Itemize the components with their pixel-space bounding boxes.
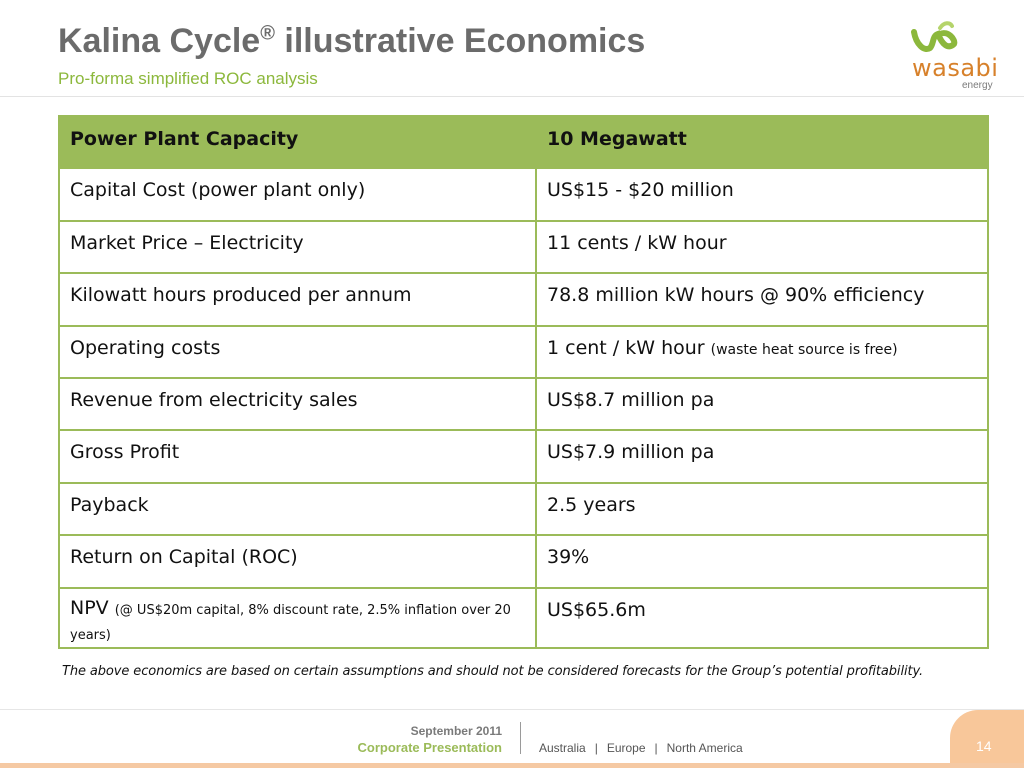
region-separator: | — [594, 741, 598, 755]
footer-vertical-divider — [520, 722, 521, 754]
row-label: NPV — [70, 596, 109, 619]
region-europe: Europe — [606, 741, 646, 755]
row-label: Gross Profit — [58, 429, 537, 484]
row-label: Capital Cost (power plant only) — [58, 167, 537, 222]
disclaimer-text: The above economics are based on certain… — [62, 664, 924, 679]
footer-divider — [0, 709, 1024, 710]
row-value: US$7.9 million pa — [535, 429, 989, 484]
footer-presentation-label: Corporate Presentation — [357, 740, 502, 755]
row-value: 39% — [535, 534, 989, 589]
row-value: US$15 - $20 million — [535, 167, 989, 222]
row-label: Operating costs — [58, 324, 537, 379]
table-row: Return on Capital (ROC) 39% — [58, 534, 989, 589]
table-row: Revenue from electricity sales US$8.7 mi… — [58, 376, 989, 432]
row-value: 2.5 years — [535, 481, 989, 537]
header-divider — [0, 96, 1024, 97]
table-row: Operating costs 1 cent / kW hour (waste … — [58, 324, 989, 379]
slide-title-main: Kalina Cycle — [58, 22, 261, 60]
region-separator: | — [654, 741, 658, 755]
row-value-note: (waste heat source is free) — [710, 341, 898, 358]
table-row: Gross Profit US$7.9 million pa — [58, 429, 989, 484]
region-australia: Australia — [539, 741, 586, 755]
row-label: Revenue from electricity sales — [58, 376, 537, 432]
footer-date: September 2011 — [410, 724, 502, 738]
page-number-tab — [950, 710, 1024, 768]
row-label: Market Price – Electricity — [58, 219, 537, 275]
row-label-note: (@ US$20m capital, 8% discount rate, 2.5… — [70, 602, 511, 643]
registered-mark: ® — [260, 22, 275, 45]
row-label: Kilowatt hours produced per annum — [58, 272, 537, 327]
footer-regions: Australia | Europe | North America — [539, 741, 743, 755]
row-value-cell: 1 cent / kW hour (waste heat source is f… — [535, 324, 989, 379]
logo-wordmark: wasabi — [912, 54, 999, 82]
row-label-cell: NPV (@ US$20m capital, 8% discount rate,… — [58, 586, 537, 649]
footer-accent-bar — [0, 763, 1024, 768]
table-row: Capital Cost (power plant only) US$15 - … — [58, 167, 989, 222]
row-label: Payback — [58, 481, 537, 537]
page-number: 14 — [976, 738, 992, 754]
row-value: US$8.7 million pa — [535, 376, 989, 432]
table-header-row: Power Plant Capacity 10 Megawatt — [58, 114, 989, 170]
row-value: 11 cents / kW hour — [535, 219, 989, 275]
region-north-america: North America — [666, 741, 743, 755]
slide-subtitle: Pro-forma simplified ROC analysis — [58, 69, 318, 88]
row-label: Return on Capital (ROC) — [58, 534, 537, 589]
slide-title-rest: illustrative Economics — [274, 22, 646, 60]
table-header-value: 10 Megawatt — [535, 114, 989, 170]
table-row: Kilowatt hours produced per annum 78.8 m… — [58, 272, 989, 327]
row-value: 78.8 million kW hours @ 90% efficiency — [535, 272, 989, 327]
row-value: 1 cent / kW hour — [547, 336, 705, 359]
row-value: US$65.6m — [535, 586, 989, 649]
wasabi-leaf-logo-icon — [911, 21, 958, 52]
logo-subtext: energy — [962, 80, 993, 91]
table-row: Market Price – Electricity 11 cents / kW… — [58, 219, 989, 275]
slide-title: Kalina Cycle® illustrative Economics — [58, 22, 645, 61]
table-row: NPV (@ US$20m capital, 8% discount rate,… — [58, 586, 989, 649]
table-row: Payback 2.5 years — [58, 481, 989, 537]
economics-table: Power Plant Capacity 10 Megawatt Capital… — [58, 114, 989, 649]
table-header-label: Power Plant Capacity — [58, 114, 537, 170]
